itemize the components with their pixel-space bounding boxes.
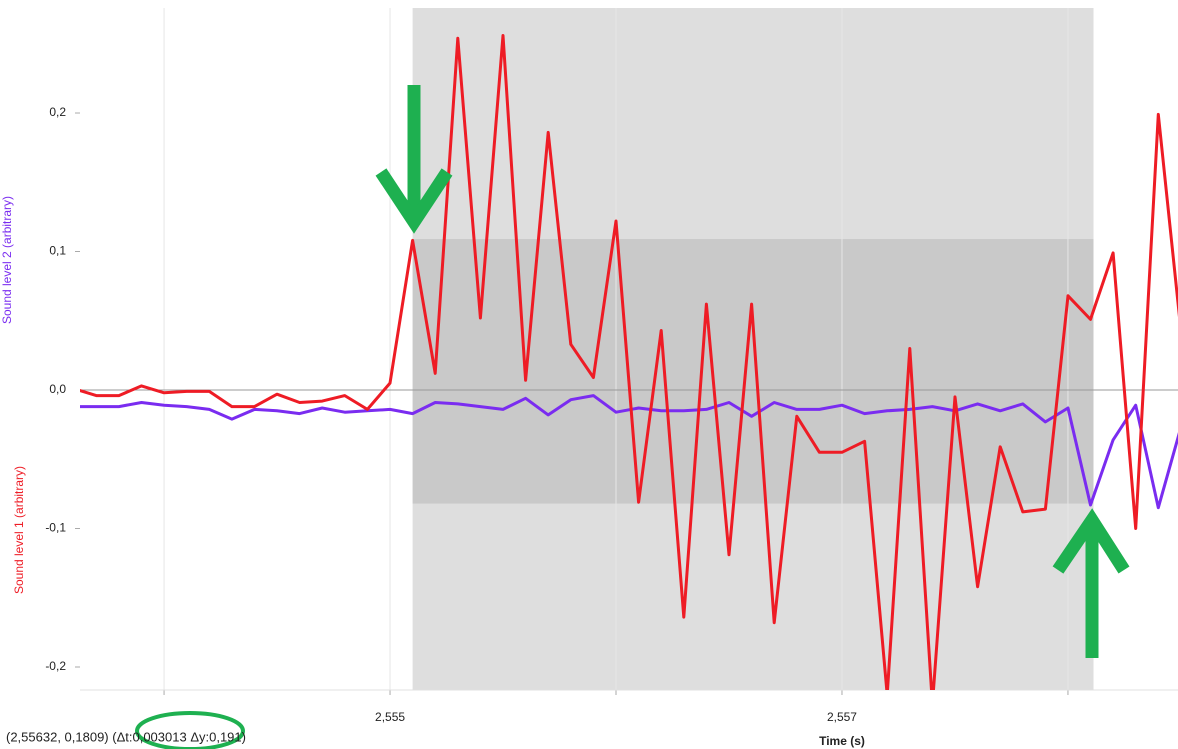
label-layer: 2,555 2,557 -0,2 -0,1 0,0 0,1 0,2 Sound level 2… [0, 105, 857, 724]
y-axis-label: Sound level 1 (arbitrary) [12, 466, 26, 594]
annotation-arrows [375, 85, 1130, 658]
series-line [80, 34, 1178, 690]
arrow-head [375, 168, 453, 234]
arrow-head [1052, 508, 1130, 574]
status-text: (2,55632, 0,1809) (Δt:0,003013 Δy:0,191) [6, 729, 246, 744]
selection-value-band [412, 239, 1094, 504]
highlight-ellipse [135, 711, 245, 749]
x-axis-label: Time (s) [819, 734, 865, 748]
y-tick-label: -0,1 [45, 521, 66, 535]
y-tick-label: 0,2 [49, 105, 66, 119]
y-tick-label: -0,2 [45, 659, 66, 673]
series-layer [80, 34, 1178, 690]
series-line [80, 394, 1178, 510]
x-tick-label: 2,557 [827, 710, 857, 724]
x-tick-label: 2,555 [375, 710, 405, 724]
background-layer [75, 8, 1178, 695]
y-tick-label: 0,0 [49, 382, 66, 396]
y-tick-label: 0,1 [49, 244, 66, 258]
y-axis-label: Sound level 2 (arbitrary) [0, 196, 14, 324]
